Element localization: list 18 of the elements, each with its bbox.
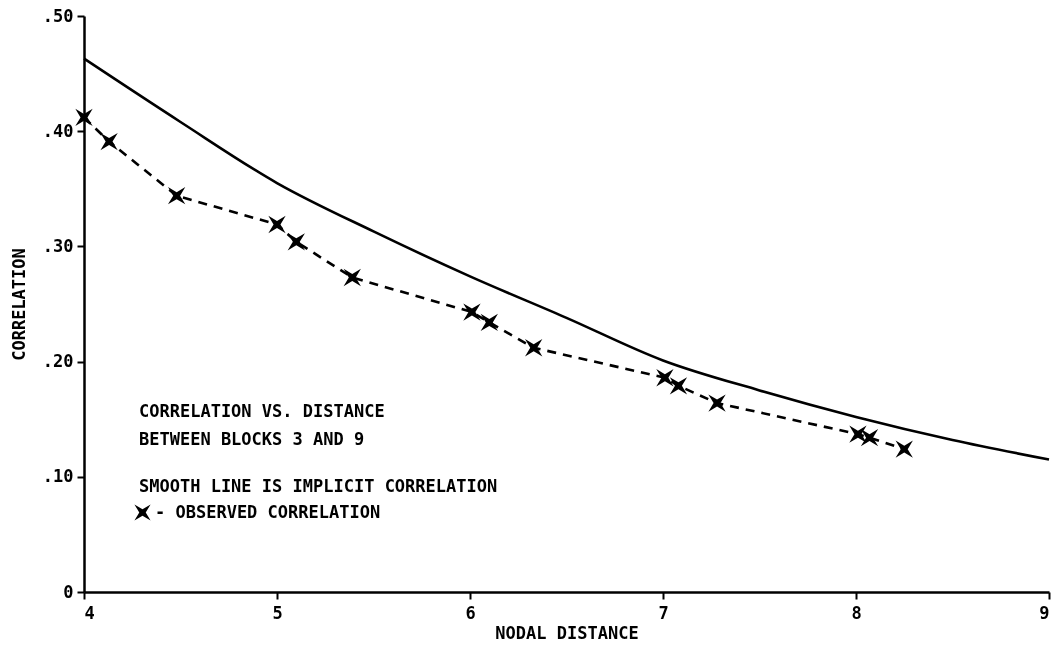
y-tick-label: 0 — [63, 581, 74, 602]
x-axis-title: NODAL DISTANCE — [495, 622, 639, 643]
y-tick-label: .30 — [42, 235, 74, 256]
x-tick-label: 4 — [84, 602, 95, 623]
x-tick-label: 7 — [658, 602, 669, 623]
x-tick-label: 8 — [851, 602, 862, 623]
y-tick-label: .50 — [42, 5, 74, 26]
y-axis-title: CORRELATION — [8, 248, 29, 361]
annotation: BETWEEN BLOCKS 3 AND 9 — [139, 429, 365, 449]
x-tick-label: 5 — [272, 602, 283, 623]
y-tick-label: .40 — [42, 120, 74, 141]
x-tick-label: 9 — [1039, 602, 1050, 623]
legend-label: - OBSERVED CORRELATION — [155, 501, 381, 522]
y-tick-label: .20 — [42, 351, 74, 372]
annotation: SMOOTH LINE IS IMPLICIT CORRELATION — [139, 476, 498, 496]
y-tick-label: .10 — [42, 466, 74, 487]
annotation: CORRELATION VS. DISTANCE — [139, 401, 385, 421]
x-tick-label: 6 — [465, 602, 476, 623]
